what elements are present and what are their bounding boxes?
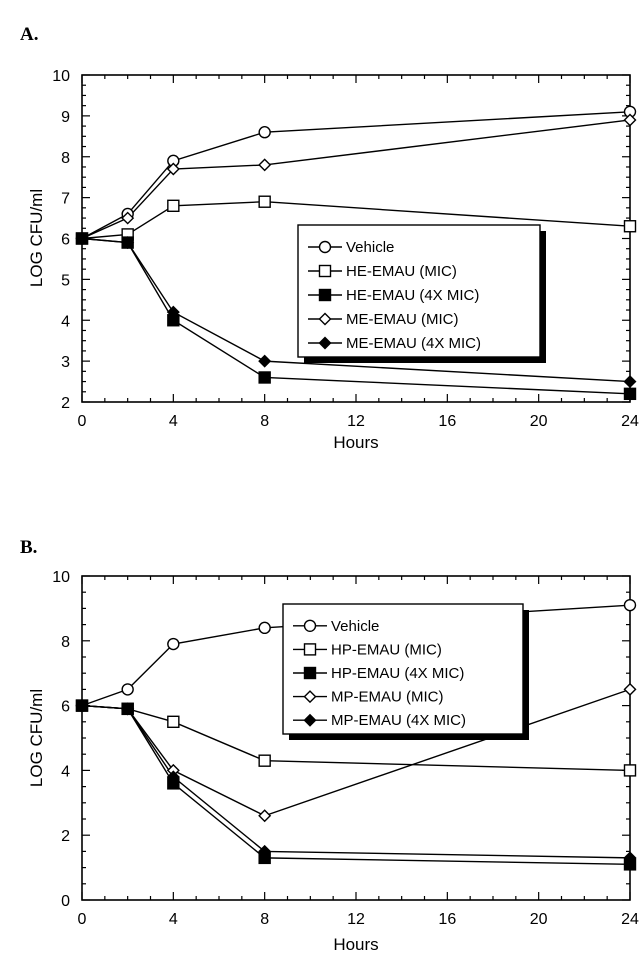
data-point: [623, 682, 637, 696]
data-point: [258, 754, 271, 767]
y-tick-label: 8: [61, 150, 70, 167]
legend-marker: [318, 312, 332, 326]
panel-label: B.: [20, 537, 37, 558]
legend-marker: [318, 240, 332, 254]
x-tick-label: 12: [347, 911, 365, 928]
data-point: [167, 715, 180, 728]
panel-label: A.: [20, 24, 38, 45]
legend-label: HE-EMAU (4X MIC): [346, 287, 479, 304]
y-tick-label: 4: [61, 763, 70, 780]
legend: Vehicle HE-EMAU (MIC) HE-EMAU (4X MIC) ME-E…: [297, 224, 546, 363]
y-tick-label: 10: [52, 68, 70, 85]
x-tick-label: 8: [260, 413, 269, 430]
legend-label: MP-EMAU (4X MIC): [331, 712, 466, 729]
data-point: [121, 702, 135, 716]
x-tick-label: 16: [438, 413, 456, 430]
y-tick-label: 7: [61, 191, 70, 208]
legend-label: HE-EMAU (MIC): [346, 263, 457, 280]
data-point: [623, 113, 637, 127]
legend-marker: [303, 713, 317, 727]
data-point: [623, 851, 637, 865]
y-axis-title: LOG CFU/ml: [27, 689, 46, 787]
data-point: [121, 683, 134, 696]
data-point: [166, 162, 180, 176]
data-point: [121, 236, 135, 250]
legend-label: HP-EMAU (4X MIC): [331, 665, 464, 682]
y-tick-label: 6: [61, 232, 70, 249]
y-tick-label: 6: [61, 699, 70, 716]
x-tick-label: 12: [347, 413, 365, 430]
legend-label: Vehicle: [331, 618, 379, 635]
data-point: [167, 637, 180, 651]
legend-marker: [303, 619, 317, 632]
y-tick-label: 0: [61, 893, 70, 910]
legend-label: Vehicle: [346, 239, 394, 256]
data-point: [258, 809, 272, 823]
x-tick-label: 8: [260, 911, 269, 928]
x-tick-label: 4: [169, 413, 178, 430]
data-point: [258, 354, 272, 368]
x-tick-label: 24: [621, 413, 639, 430]
data-point: [623, 220, 637, 233]
y-tick-label: 5: [61, 272, 70, 289]
y-axis-title: LOG CFU/ml: [27, 189, 46, 287]
x-axis-title: Hours: [333, 935, 378, 954]
legend-marker: [303, 690, 317, 704]
y-tick-label: 4: [61, 313, 70, 330]
x-tick-label: 24: [621, 911, 639, 928]
data-point: [258, 158, 272, 172]
y-tick-label: 10: [52, 569, 70, 586]
data-point: [623, 598, 637, 612]
data-point: [166, 305, 180, 319]
chart-panel-1: A. 0 4 8 12 16 20 24 2 3 4 5 6 7 8 9 10 Hours LOG CFU/ml Ve…: [20, 24, 639, 452]
x-axis-title: Hours: [333, 433, 378, 452]
x-tick-label: 4: [169, 911, 178, 928]
x-tick-label: 0: [78, 911, 87, 928]
series-line-vehicle: [81, 111, 631, 240]
x-tick-label: 16: [438, 911, 456, 928]
data-point: [75, 699, 89, 713]
legend: Vehicle HP-EMAU (MIC) HP-EMAU (4X MIC) MP-E…: [282, 603, 529, 740]
legend-marker: [318, 288, 332, 302]
y-tick-label: 2: [61, 395, 70, 412]
y-tick-label: 9: [61, 109, 70, 126]
legend-label: MP-EMAU (MIC): [331, 689, 444, 706]
data-point: [623, 764, 637, 777]
data-point: [75, 232, 89, 245]
legend-marker: [318, 336, 332, 350]
legend-marker: [303, 643, 317, 656]
data-point: [623, 375, 637, 389]
y-tick-label: 2: [61, 828, 70, 845]
x-tick-label: 0: [78, 413, 87, 430]
y-tick-label: 8: [61, 634, 70, 651]
data-point: [258, 371, 271, 384]
data-point: [623, 387, 637, 401]
data-point: [258, 195, 271, 208]
legend-marker: [318, 264, 332, 278]
y-tick-label: 3: [61, 354, 70, 371]
legend-marker: [303, 666, 317, 680]
data-point: [167, 199, 180, 213]
legend-label: ME-EMAU (MIC): [346, 311, 459, 328]
x-tick-label: 20: [530, 911, 548, 928]
legend-label: ME-EMAU (4X MIC): [346, 335, 481, 352]
data-point: [258, 621, 271, 635]
data-point: [258, 126, 271, 139]
data-point: [166, 770, 180, 784]
legend-label: HP-EMAU (MIC): [331, 641, 442, 658]
x-tick-label: 20: [530, 413, 548, 430]
data-point: [121, 211, 135, 225]
data-point: [258, 844, 272, 858]
